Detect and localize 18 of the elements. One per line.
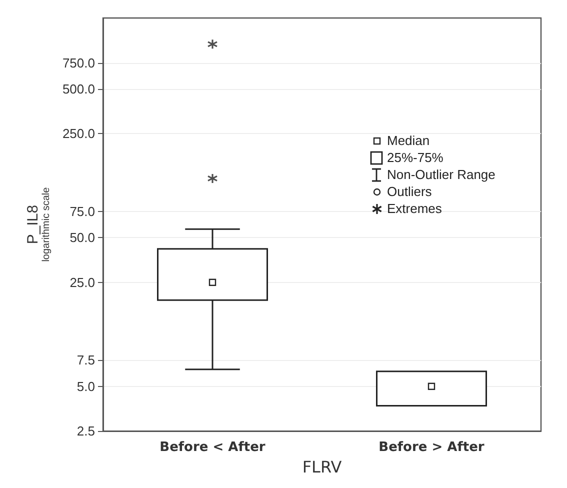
- y-tick-label: 5.0: [76, 378, 95, 394]
- annotation: Median: [387, 132, 430, 149]
- x-tick-label: Before > After: [378, 440, 485, 456]
- x-axis-title: FLRV: [302, 458, 342, 476]
- y-tick-label: 250.0: [62, 126, 95, 142]
- y-tick-label: 7.5: [76, 352, 95, 368]
- y-tick-label: 500.0: [62, 81, 95, 96]
- y-tick-label: 50.0: [70, 230, 95, 246]
- y-axis-title: P_IL8 logarithmic scale: [24, 186, 52, 262]
- y-tick-label: 75.0: [70, 204, 95, 219]
- y-tick-label: 2.5: [76, 424, 95, 439]
- annotation: 25%-75%: [387, 149, 444, 166]
- y-tick-label: 25.0: [70, 274, 95, 290]
- annotation: Extremes: [387, 200, 442, 217]
- annotation: Outliers: [387, 183, 432, 200]
- annotation: Non-Outlier Range: [387, 166, 496, 183]
- y-tick-label: 750.0: [62, 55, 95, 70]
- x-tick-label: Before < After: [160, 440, 266, 456]
